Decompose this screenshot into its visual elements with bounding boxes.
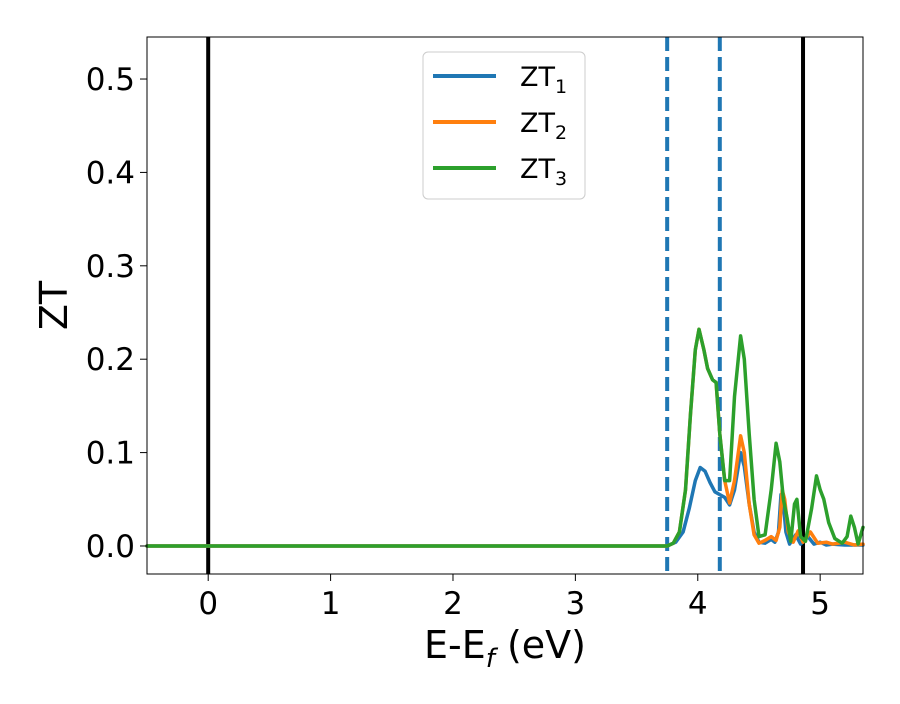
y-axis-label: ZT [32,280,76,330]
y-tick-label: 0.3 [86,249,135,285]
x-tick-label: 3 [566,586,586,622]
legend-label-zt1: ZT1 [520,62,567,98]
y-tick-label: 0.4 [86,155,135,191]
x-tick-label: 4 [688,586,708,622]
x-tick-label: 2 [443,586,463,622]
y-tick-label: 0.5 [86,62,135,98]
x-tick-label: 5 [810,586,830,622]
legend-label-zt3: ZT3 [520,154,567,190]
legend: ZT1 ZT2 ZT3 [422,51,586,200]
legend-label-zt2: ZT2 [520,108,567,144]
series-line-zt3 [145,327,865,548]
x-axis-label: E-Ef (eV) [424,623,586,674]
y-tick-label: 0.1 [86,436,135,472]
legend-box [422,51,586,200]
x-tick-label: 0 [198,586,218,622]
y-tick-label: 0.2 [86,342,135,378]
plot-frame [146,36,864,575]
y-tick-label: 0.0 [86,529,135,565]
x-tick-label: 1 [321,586,341,622]
